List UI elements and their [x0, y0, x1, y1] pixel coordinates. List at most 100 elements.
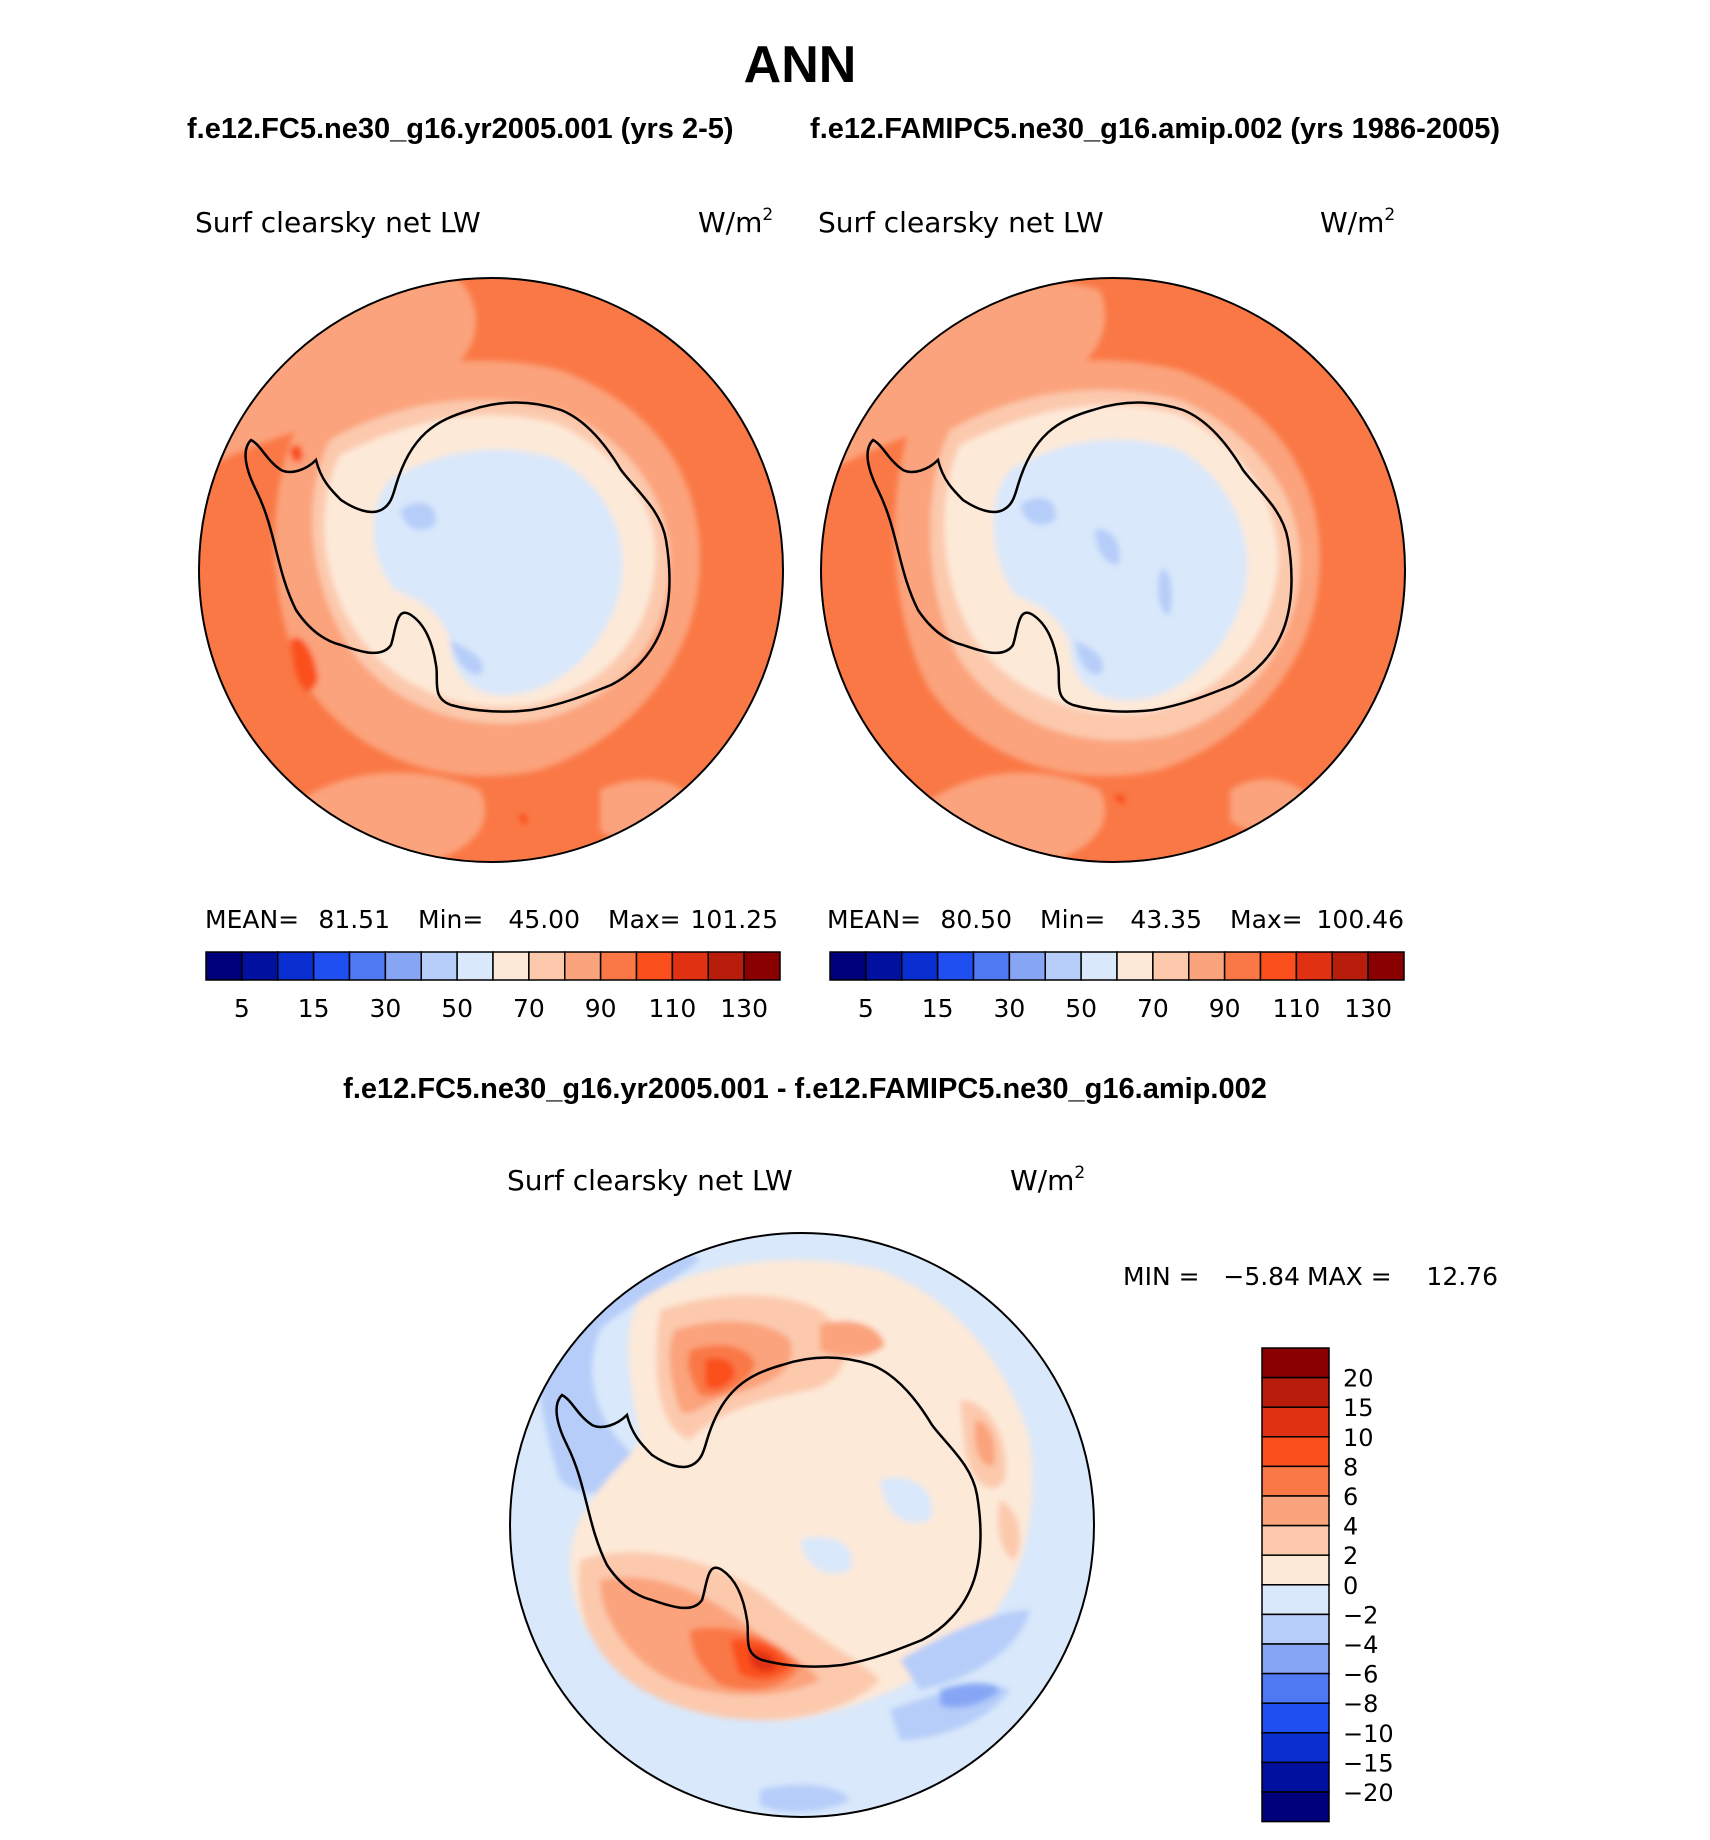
diff-colorbar-swatch [1261, 1791, 1330, 1823]
panel1-colorbar-tick-label: 130 [720, 994, 768, 1023]
panel1-colorbar-tick-label: 50 [441, 994, 473, 1023]
panel2-colorbar-tick-label: 110 [1273, 994, 1321, 1023]
diff-colorbar-swatch [1261, 1554, 1330, 1586]
diff-colorbar-tick-label: 8 [1343, 1453, 1358, 1481]
diff-colorbar-swatch [1261, 1376, 1330, 1408]
diff-colorbar-swatch [1261, 1643, 1330, 1675]
panel2-colorbar-swatch [1295, 951, 1333, 981]
diff-map-border [509, 1232, 1095, 1818]
panel2-colorbar-swatch [1116, 951, 1154, 981]
panel1-map [199, 278, 783, 862]
panel1-variable-label: Surf clearsky net LW [195, 206, 481, 239]
panel1-colorbar-tick-label: 90 [585, 994, 617, 1023]
panel2-units-label: W/m2 [1320, 205, 1395, 239]
panel-diff: f.e12.FC5.ne30_g16.yr2005.001 - f.e12.FA… [343, 1073, 1498, 1823]
diff-colorbar-tick-label: 10 [1343, 1424, 1374, 1452]
panel1-colorbar-tick-label: 110 [649, 994, 697, 1023]
panel1-colorbar-swatch [599, 951, 638, 981]
figure-title: ANN [744, 36, 857, 94]
diff-max-label: MAX = [1307, 1262, 1392, 1291]
diff-colorbar-tick-label: −10 [1343, 1720, 1394, 1748]
diff-colorbar-tick-label: −20 [1343, 1779, 1394, 1807]
panel2-colorbar-swatch [1367, 951, 1405, 981]
panel2-colorbar-tick-label: 5 [858, 994, 874, 1023]
panel2-colorbar-swatch [901, 951, 939, 981]
diff-colorbar-swatch [1261, 1672, 1330, 1704]
panel1-colorbar-swatch [671, 951, 709, 981]
panel2-colorbar-swatch [829, 951, 867, 981]
panel1-min-value: 45.00 [508, 905, 580, 934]
panel1-mean-value: 81.51 [318, 905, 390, 934]
diff-colorbar-swatch [1261, 1524, 1330, 1556]
panel-2: Surf clearsky net LW W/m2 MEAN= [818, 205, 1406, 1023]
panel2-colorbar-tick-label: 70 [1137, 994, 1169, 1023]
diff-min-label: MIN = [1123, 1262, 1200, 1291]
panel1-colorbar: 5 15 30 50 70 90 110 130 [205, 951, 781, 1023]
diff-colorbar-swatch [1261, 1613, 1330, 1645]
diff-colorbar-swatch [1261, 1465, 1330, 1497]
panel1-colorbar-tick-label: 5 [234, 994, 250, 1023]
panel1-colorbar-swatch [492, 951, 530, 981]
panel1-colorbar-swatch [384, 951, 422, 981]
panel1-colorbar-tick-label: 15 [298, 994, 330, 1023]
panel2-colorbar-tick-label: 50 [1065, 994, 1097, 1023]
panel2-colorbar-swatch [936, 951, 975, 981]
panel2-colorbar-tick-label: 130 [1344, 994, 1392, 1023]
diff-minmax: MIN = −5.84 MAX = 12.76 [1123, 1262, 1498, 1291]
panel2-variable-label: Surf clearsky net LW [818, 206, 1104, 239]
diff-title: f.e12.FC5.ne30_g16.yr2005.001 - f.e12.FA… [343, 1073, 1267, 1105]
panel1-colorbar-swatch [528, 951, 566, 981]
panel2-stats: MEAN= 80.50 Min= 43.35 Max= 100.46 [827, 905, 1404, 934]
panel2-colorbar-swatch [1152, 951, 1190, 981]
diff-min-value: −5.84 [1223, 1262, 1300, 1291]
diff-colorbar-tick-label: 2 [1343, 1542, 1358, 1570]
panel2-colorbar-swatch [1044, 951, 1082, 981]
panel1-colorbar-swatch [277, 951, 315, 981]
panel-1: Surf clearsky net LW W/m2 [195, 205, 784, 1023]
diff-colorbar-tick-label: 4 [1343, 1513, 1358, 1541]
panel1-colorbar-swatch [456, 951, 494, 981]
diff-colorbar-swatch [1261, 1406, 1330, 1438]
panel2-mean-label: MEAN= [827, 905, 921, 934]
panel1-max-label: Max= [608, 905, 681, 934]
diff-units-label: W/m2 [1010, 1163, 1085, 1197]
panel1-colorbar-swatch [241, 951, 279, 981]
diff-colorbar-tick-label: 0 [1343, 1572, 1358, 1600]
diff-colorbar-tick-label: −8 [1343, 1690, 1378, 1718]
panel2-max-label: Max= [1230, 905, 1303, 934]
panel2-colorbar-swatch [1080, 951, 1118, 981]
panel2-map-border [820, 277, 1406, 863]
panel2-colorbar-tick-label: 30 [993, 994, 1025, 1023]
panel2-colorbar-swatch [1223, 951, 1262, 981]
panel2-colorbar-swatch [1008, 951, 1046, 981]
panel2-max-value: 100.46 [1317, 905, 1404, 934]
panel1-colorbar-swatch [348, 951, 387, 981]
panel1-colorbar-swatch [564, 951, 602, 981]
panel1-colorbar-swatch [205, 951, 243, 981]
panel2-min-value: 43.35 [1130, 905, 1202, 934]
panel2-colorbar-swatch [972, 951, 1011, 981]
diff-colorbar-swatch [1261, 1761, 1330, 1793]
panel2-colorbar-swatch [1188, 951, 1226, 981]
diff-colorbar-tick-label: −2 [1343, 1601, 1378, 1629]
panel1-colorbar-tick-label: 70 [513, 994, 545, 1023]
panel2-map [821, 278, 1405, 862]
panel2-colorbar-tick-label: 90 [1209, 994, 1241, 1023]
panel2-mean-value: 80.50 [940, 905, 1012, 934]
diff-max-value: 12.76 [1426, 1262, 1498, 1291]
diff-colorbar-swatch [1261, 1702, 1330, 1734]
panel1-mean-label: MEAN= [205, 905, 299, 934]
diff-colorbar-tick-label: 6 [1343, 1483, 1358, 1511]
panel1-map-border [198, 277, 784, 863]
panel1-case-title: f.e12.FC5.ne30_g16.yr2005.001 (yrs 2-5) [187, 113, 734, 145]
panel1-colorbar-swatch [312, 951, 351, 981]
panel1-colorbar-swatch [635, 951, 674, 981]
panel2-colorbar-tick-label: 15 [922, 994, 954, 1023]
panel2-colorbar-swatch [1259, 951, 1298, 981]
panel1-colorbar-swatch [743, 951, 781, 981]
diff-colorbar-swatch [1261, 1732, 1330, 1764]
diff-colorbar-tick-label: −4 [1343, 1631, 1378, 1659]
diff-colorbar-tick-label: 20 [1343, 1365, 1374, 1393]
